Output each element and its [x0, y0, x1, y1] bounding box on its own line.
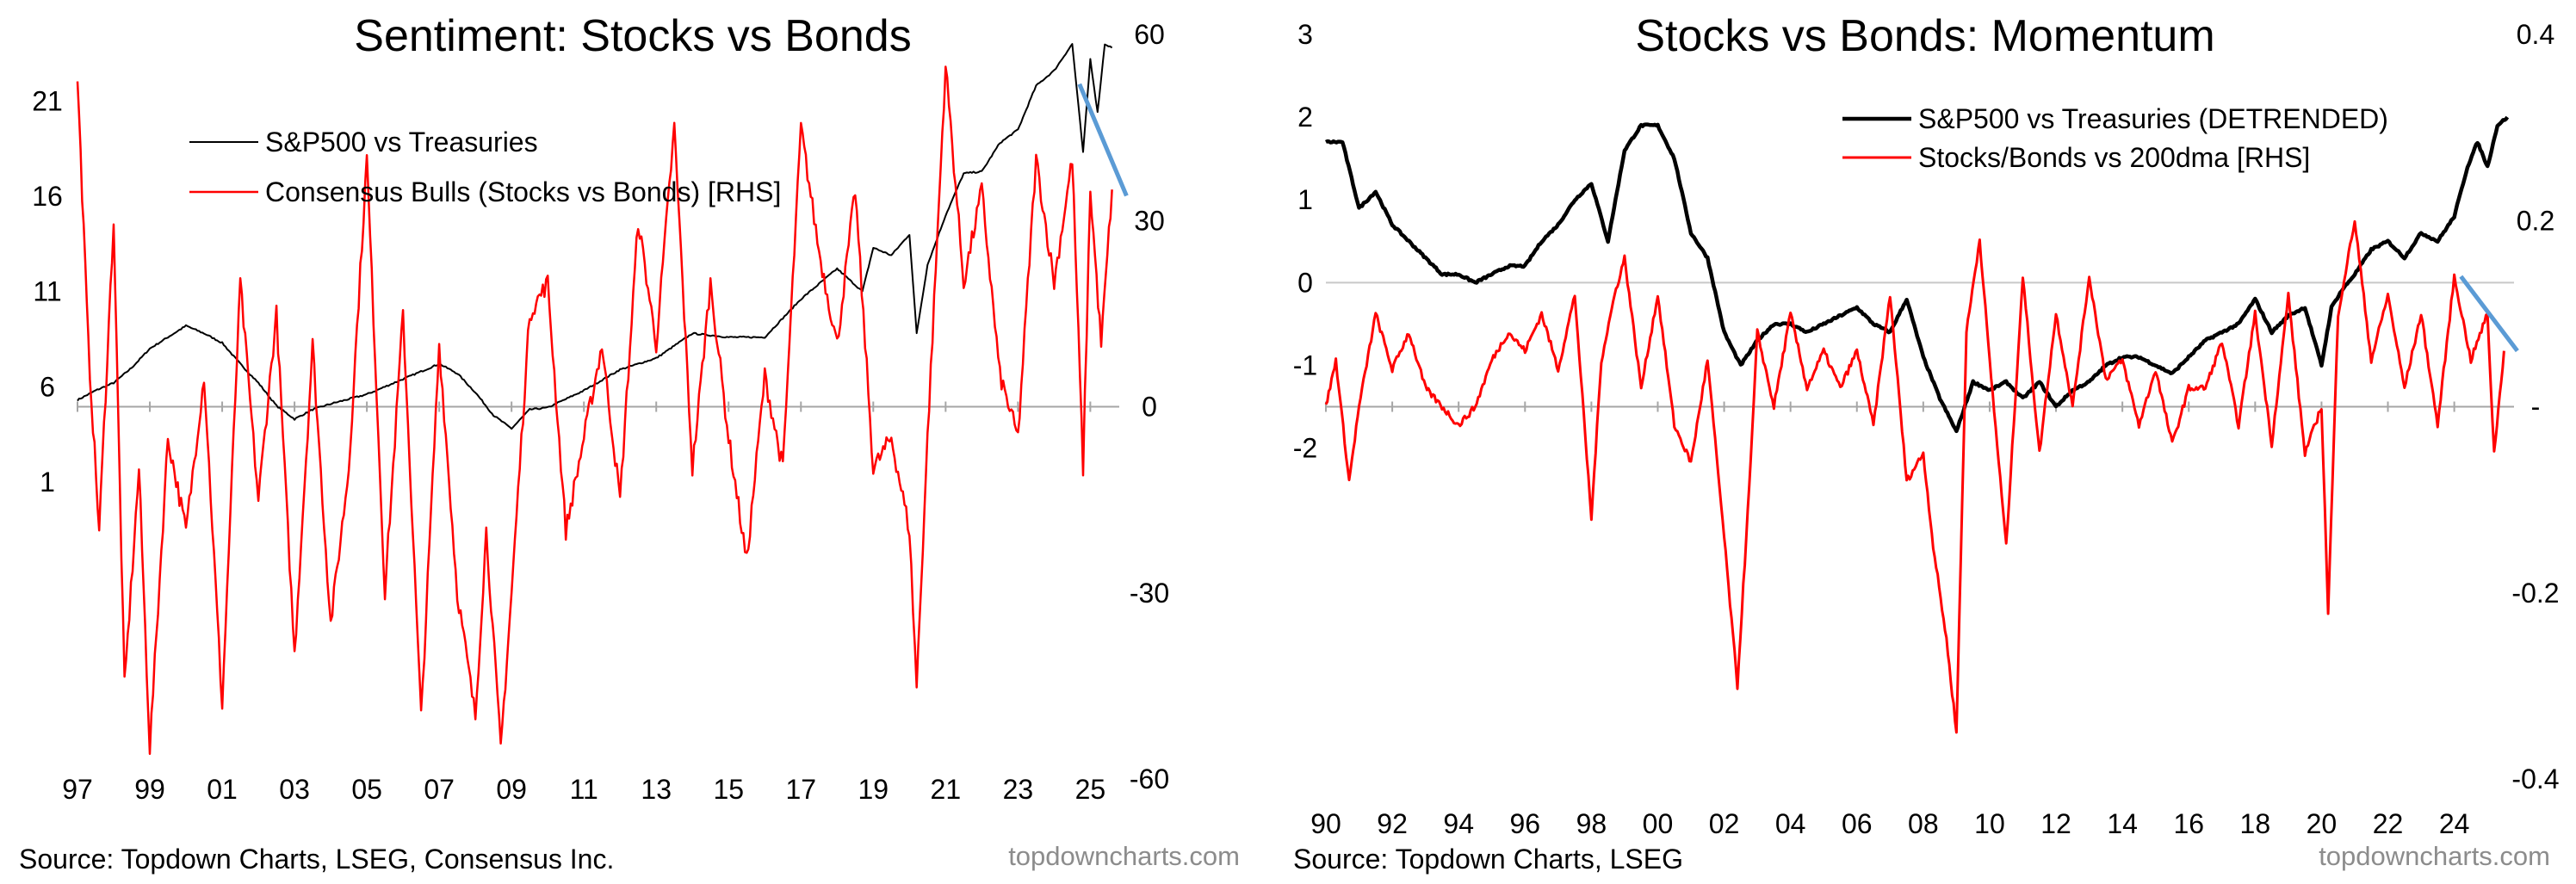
- y-tick-label-right: 0: [1142, 392, 1157, 423]
- y-tick-label-left: 11: [33, 276, 61, 307]
- series-line-rhs: [76, 65, 1113, 756]
- y-tick-label-right: -30: [1130, 578, 1169, 609]
- x-tick-label: 97: [62, 774, 93, 805]
- source-note: Source: Topdown Charts, LSEG, Consensus …: [19, 844, 615, 875]
- y-tick-label-right: -0.4: [2511, 763, 2559, 794]
- y-tick-label-left: 16: [32, 181, 63, 212]
- y-tick-label-right: 0.2: [2517, 205, 2554, 236]
- x-tick-label: 94: [1443, 808, 1474, 839]
- legend-label: Consensus Bulls (Stocks vs Bonds) [RHS]: [265, 176, 781, 207]
- series-line-primary: [1324, 115, 2510, 434]
- x-tick-label: 16: [2173, 808, 2204, 839]
- x-tick-label: 08: [1908, 808, 1939, 839]
- x-tick-label: 07: [424, 774, 455, 805]
- trend-annotation-line: [1077, 83, 1129, 197]
- y-tick-label-left: 1: [1297, 184, 1313, 215]
- x-tick-label: 22: [2373, 808, 2404, 839]
- x-tick-label: 10: [1974, 808, 2005, 839]
- x-tick-label: 96: [1509, 808, 1540, 839]
- y-tick-label-left: 6: [40, 371, 55, 402]
- x-tick-label: 90: [1310, 808, 1341, 839]
- x-tick-label: 09: [496, 774, 527, 805]
- series-line-rhs: [1324, 219, 2505, 734]
- x-tick-label: 92: [1377, 808, 1408, 839]
- chart-left-svg: 97 99 01 03 05 07 09 11 13 15 17 19 21 23 25 21 16 11 6 1 60…: [32, 19, 1169, 805]
- y-tick-label-right: -: [2531, 392, 2541, 423]
- brand-watermark: topdowncharts.com: [2319, 841, 2550, 871]
- x-tick-label: 98: [1576, 808, 1607, 839]
- y-tick-label-left: 0: [1297, 267, 1313, 298]
- x-tick-label: 02: [1709, 808, 1740, 839]
- x-tick-label: 04: [1775, 808, 1806, 839]
- x-tick-label: 13: [641, 774, 672, 805]
- x-tick-label: 21: [931, 774, 962, 805]
- x-tick-label: 03: [279, 774, 310, 805]
- brand-watermark: topdowncharts.com: [1008, 841, 1240, 871]
- x-tick-label: 06: [1842, 808, 1873, 839]
- legend-label: S&P500 vs Treasuries (DETRENDED): [1918, 103, 2388, 134]
- y-tick-label-left: -2: [1293, 433, 1317, 464]
- x-tick-label: 14: [2107, 808, 2138, 839]
- legend-label: Stocks/Bonds vs 200dma [RHS]: [1918, 142, 2310, 173]
- source-note: Source: Topdown Charts, LSEG: [1293, 844, 1683, 875]
- x-tick-label: 25: [1075, 774, 1106, 805]
- y-tick-label-right: 0.4: [2517, 19, 2554, 50]
- x-tick-label: 11: [570, 774, 598, 805]
- x-tick-label: 17: [785, 774, 816, 805]
- y-tick-label-left: 21: [32, 85, 63, 116]
- chart-panel-left: Sentiment: Stocks vs Bonds 97 99 01 03 05 07 0…: [0, 0, 1266, 884]
- x-tick-label: 19: [858, 774, 889, 805]
- y-tick-label-right: 30: [1134, 205, 1165, 236]
- x-tick-label: 12: [2040, 808, 2071, 839]
- y-tick-label-left: 2: [1297, 102, 1313, 133]
- chart-title: Stocks vs Bonds: Momentum: [1635, 11, 2215, 61]
- y-tick-label-left: -1: [1293, 349, 1317, 380]
- x-tick-label: 20: [2307, 808, 2338, 839]
- y-tick-label-right: 60: [1134, 19, 1165, 50]
- trend-annotation-line: [2459, 275, 2519, 353]
- y-tick-label-left: 3: [1297, 19, 1313, 50]
- y-tick-label-left: 1: [40, 467, 55, 498]
- legend-label: S&P500 vs Treasuries: [265, 127, 538, 158]
- y-tick-label-right: -60: [1130, 763, 1169, 794]
- x-tick-label: 99: [134, 774, 165, 805]
- x-tick-label: 01: [207, 774, 238, 805]
- x-tick-label: 00: [1643, 808, 1674, 839]
- x-tick-label: 24: [2439, 808, 2470, 839]
- x-tick-label: 23: [1003, 774, 1034, 805]
- chart-panel-right: Stocks vs Bonds: Momentum 90 92 94 96 98 00 02…: [1274, 0, 2576, 884]
- chart-right-svg: 90 92 94 96 98 00 02 04 06 08 10 12 14 16 18 20 22 243210…: [1293, 19, 2560, 839]
- x-tick-label: 15: [713, 774, 744, 805]
- y-tick-label-right: -0.2: [2511, 578, 2559, 609]
- chart-title: Sentiment: Stocks vs Bonds: [354, 11, 912, 61]
- series-line-primary: [77, 43, 1113, 430]
- x-tick-label: 05: [351, 774, 382, 805]
- x-tick-label: 18: [2240, 808, 2271, 839]
